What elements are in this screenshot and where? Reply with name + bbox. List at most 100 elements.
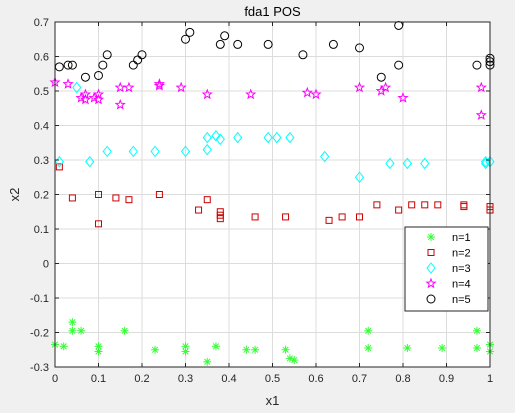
point-n=2 <box>125 196 133 204</box>
point-n=1 <box>242 345 251 354</box>
y-tick-label: 0.2 <box>34 190 49 202</box>
y-tick-label: -0.1 <box>30 293 49 305</box>
point-n=5 <box>133 55 143 65</box>
point-n=3 <box>211 130 221 142</box>
x-tick-label: 0.3 <box>178 373 193 385</box>
point-n=5 <box>298 50 308 60</box>
y-tick-label: 0.6 <box>34 52 49 64</box>
point-n=1 <box>438 344 447 353</box>
point-n=3 <box>72 81 82 94</box>
x-tick-label: 0.8 <box>395 373 410 385</box>
point-n=3 <box>354 171 365 184</box>
point-n=1 <box>120 326 129 335</box>
x-tick-label: 0.5 <box>265 373 280 385</box>
point-n=1 <box>77 326 86 335</box>
point-n=5 <box>233 39 243 49</box>
point-n=5 <box>215 39 225 49</box>
point-n=4 <box>310 88 322 100</box>
point-n=4 <box>88 91 100 103</box>
legend-marker-n=2 <box>427 249 435 256</box>
x-tick-labels: 0 0.1 0.2 0.3 0.4 0.5 0.6 0.7 0.8 0.9 1 <box>52 373 493 385</box>
point-n=4 <box>379 81 392 93</box>
point-n=3 <box>385 157 395 170</box>
y-axis-label: x2 <box>7 188 22 202</box>
legend-label: n=2 <box>452 248 471 260</box>
point-n=1 <box>251 345 260 354</box>
y-tick-label: 0.3 <box>34 155 49 167</box>
legend-box <box>404 226 489 312</box>
point-n=4 <box>92 88 105 100</box>
point-n=3 <box>150 145 160 158</box>
y-tick-label: 0.1 <box>34 224 49 236</box>
point-n=5 <box>472 60 482 70</box>
point-n=3 <box>85 155 95 168</box>
x-axis-label: x1 <box>266 393 280 408</box>
point-n=4 <box>153 78 166 89</box>
point-n=3 <box>320 150 330 163</box>
point-n=3 <box>202 131 212 144</box>
point-n=2 <box>408 201 416 209</box>
point-n=5 <box>220 31 230 41</box>
y-tick-label: 0.5 <box>34 86 49 98</box>
series-n=2 <box>55 163 494 228</box>
point-n=5 <box>394 60 404 70</box>
point-n=1 <box>181 347 190 356</box>
point-n=3 <box>215 133 225 146</box>
point-n=4 <box>475 81 487 93</box>
series-n=1 <box>51 318 494 366</box>
point-n=1 <box>68 326 77 335</box>
point-n=3 <box>420 157 430 170</box>
point-n=2 <box>112 194 120 202</box>
point-n=2 <box>203 196 211 204</box>
y-tick-label: 0.7 <box>34 17 49 29</box>
point-n=5 <box>102 50 112 60</box>
point-n=2 <box>195 206 203 214</box>
point-n=5 <box>185 27 195 37</box>
x-tick-label: 1 <box>487 373 493 385</box>
point-n=1 <box>59 342 68 351</box>
legend-label: n=3 <box>452 263 471 275</box>
legend-label: n=4 <box>452 279 471 291</box>
point-n=3 <box>180 145 191 158</box>
point-n=3 <box>481 157 491 170</box>
series-n=3 <box>54 81 495 184</box>
point-n=1 <box>364 344 373 353</box>
data-marks <box>49 20 495 366</box>
point-n=3 <box>233 131 243 144</box>
point-n=2 <box>155 191 163 198</box>
point-n=2 <box>395 206 403 214</box>
point-n=2 <box>356 213 363 221</box>
point-n=1 <box>151 345 160 354</box>
point-n=1 <box>94 347 103 356</box>
legend-marker-n=3 <box>426 262 436 274</box>
y-tick-label: -0.3 <box>30 362 49 374</box>
point-n=4 <box>353 81 366 93</box>
point-n=2 <box>434 201 442 209</box>
point-n=3 <box>272 131 282 144</box>
point-n=1 <box>364 326 373 335</box>
point-n=5 <box>67 60 77 70</box>
point-n=4 <box>75 91 87 103</box>
point-n=1 <box>472 344 481 353</box>
point-n=4 <box>92 93 105 105</box>
legend-marker-n=4 <box>425 277 437 289</box>
point-n=1 <box>281 345 290 354</box>
point-n=3 <box>263 131 273 144</box>
point-n=2 <box>68 194 76 202</box>
point-n=2 <box>95 220 102 228</box>
point-n=2 <box>95 191 102 198</box>
point-n=2 <box>282 213 290 221</box>
point-n=3 <box>202 143 212 156</box>
point-n=1 <box>68 318 77 327</box>
point-n=5 <box>355 43 364 53</box>
point-n=4 <box>79 88 92 100</box>
x-tick-label: 0 <box>52 373 58 385</box>
point-n=2 <box>460 203 468 211</box>
point-n=4 <box>114 98 126 110</box>
point-n=4 <box>153 79 166 91</box>
y-tick-labels: -0.3 -0.2 -0.1 0 0.1 0.2 0.3 0.4 0.5 0.6 0.7 <box>30 17 49 374</box>
point-n=3 <box>102 145 112 158</box>
point-n=3 <box>402 157 412 170</box>
point-n=4 <box>79 93 92 105</box>
